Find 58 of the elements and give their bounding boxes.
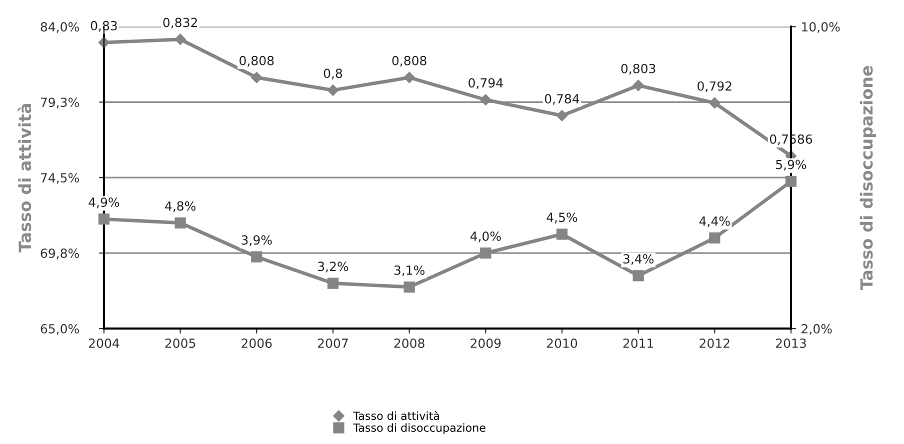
x-tick-label: 2006 <box>242 338 272 348</box>
y2-axis-title: Tasso di disoccupazione <box>860 66 876 290</box>
point <box>327 278 339 289</box>
data-label: 0,784 <box>544 94 580 105</box>
legend-label: Tasso di attività <box>353 410 439 420</box>
y-tick-label: 69,8% <box>40 248 79 260</box>
y-axis-title: Tasso di attività <box>18 104 32 252</box>
y-tick-label: 84,0% <box>40 22 79 33</box>
y-tick-label: 79,3% <box>40 98 79 108</box>
x-tick-label: 2009 <box>470 338 501 348</box>
point <box>785 176 797 187</box>
point <box>632 80 644 92</box>
data-label: 4,8% <box>165 201 196 212</box>
data-label: 3,9% <box>242 235 272 246</box>
data-label: 0,83 <box>90 20 117 32</box>
data-label: 4,9% <box>88 198 120 208</box>
data-label: 4,4% <box>699 216 730 228</box>
point <box>480 248 492 259</box>
legend-label: Tasso di disoccupazione <box>353 423 486 434</box>
point <box>174 217 186 228</box>
point <box>556 110 568 122</box>
y2-tick-label: 2,0% <box>802 324 832 335</box>
x-tick-label: 2008 <box>394 338 424 348</box>
point <box>98 214 110 225</box>
point <box>556 228 568 240</box>
x-tick-label: 2005 <box>165 338 196 348</box>
y-tick-label: 65,0% <box>40 324 79 335</box>
point <box>404 281 415 293</box>
data-label: 3,4% <box>623 254 654 265</box>
data-label: 0,803 <box>621 64 656 75</box>
x-tick-label: 2011 <box>623 338 654 348</box>
data-label: 0,792 <box>698 81 732 92</box>
data-label: 3,1% <box>394 265 424 276</box>
point <box>709 232 720 244</box>
point <box>709 97 720 109</box>
point <box>251 251 262 262</box>
data-label: 0,8 <box>324 68 342 80</box>
data-label: 5,9% <box>776 160 806 171</box>
data-label: 0,808 <box>240 56 274 67</box>
point <box>480 94 492 106</box>
y-tick-label: 74,5% <box>40 173 79 184</box>
data-label: 4,5% <box>546 212 578 224</box>
point <box>251 72 262 84</box>
x-tick-label: 2004 <box>88 338 120 348</box>
point <box>174 34 186 45</box>
data-label: 0,832 <box>163 18 197 28</box>
data-label: 0,794 <box>468 78 503 89</box>
y2-tick-label: 10,0% <box>802 22 840 33</box>
x-tick-label: 2007 <box>318 338 348 348</box>
x-tick-label: 2010 <box>546 338 578 348</box>
x-tick-label: 2012 <box>700 338 730 348</box>
data-label: 0,808 <box>392 56 426 67</box>
x-tick-label: 2013 <box>776 338 806 348</box>
point <box>327 84 339 96</box>
data-label: 3,2% <box>318 262 348 272</box>
point <box>404 72 415 84</box>
point <box>632 270 644 282</box>
data-label: 4,0% <box>470 231 501 242</box>
